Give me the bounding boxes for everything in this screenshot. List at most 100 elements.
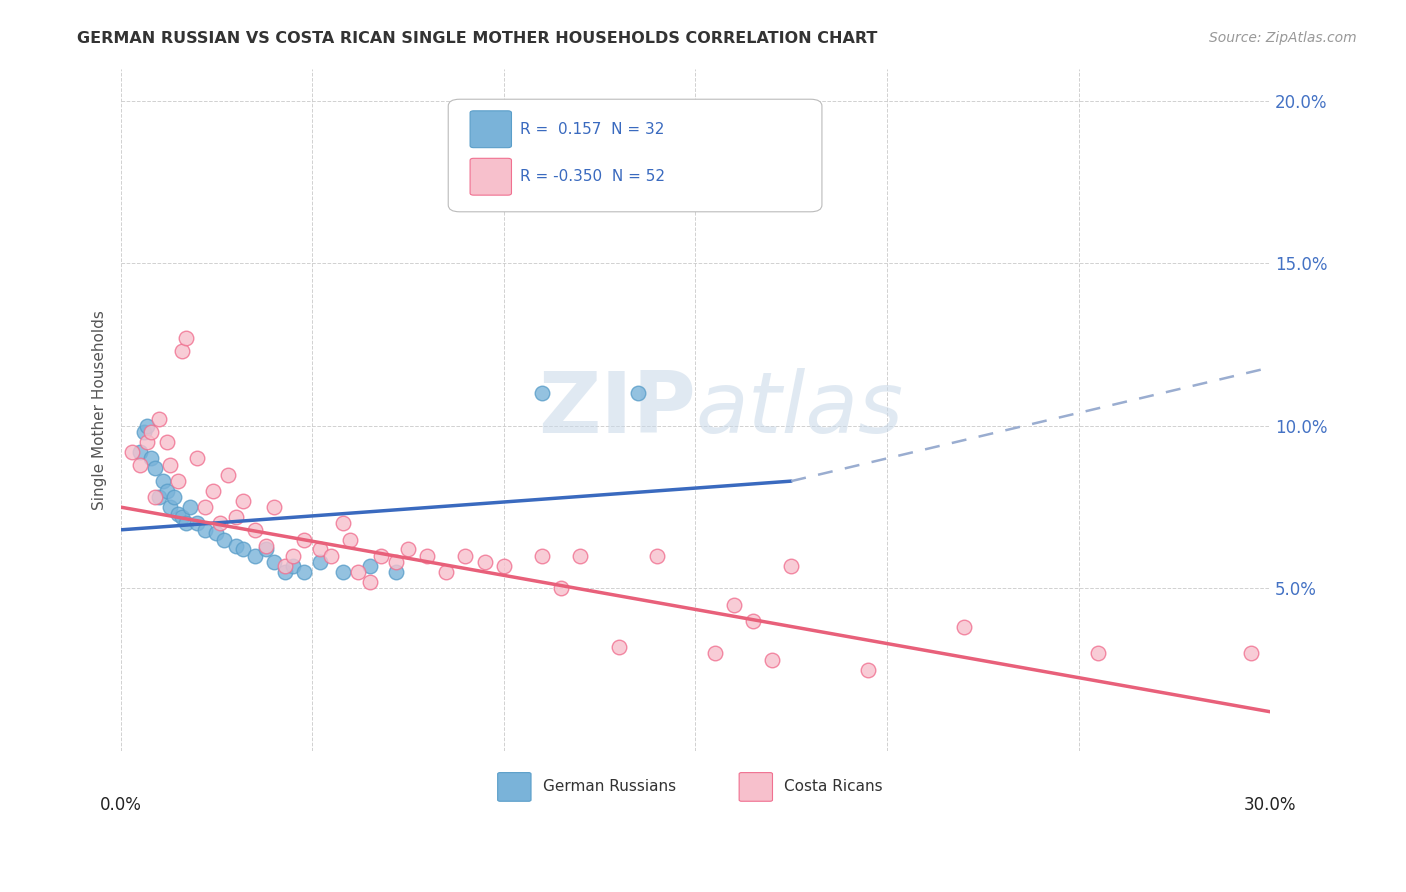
- Point: [128, 458, 150, 472]
- Point: [492, 558, 515, 573]
- Point: [136, 418, 159, 433]
- Point: [148, 491, 170, 505]
- Text: 30.0%: 30.0%: [1244, 797, 1296, 814]
- Point: [243, 523, 266, 537]
- Point: [186, 451, 208, 466]
- Point: [194, 500, 217, 515]
- Point: [232, 493, 254, 508]
- Point: [645, 549, 668, 563]
- Point: [274, 565, 297, 579]
- Point: [434, 565, 457, 579]
- Point: [263, 555, 285, 569]
- Point: [121, 445, 143, 459]
- Point: [128, 445, 150, 459]
- Point: [396, 542, 419, 557]
- Point: [703, 646, 725, 660]
- Point: [263, 500, 285, 515]
- Point: [569, 549, 592, 563]
- Point: [201, 483, 224, 498]
- Point: [359, 558, 381, 573]
- Point: [167, 507, 190, 521]
- FancyBboxPatch shape: [449, 99, 823, 211]
- Point: [1240, 646, 1263, 660]
- Point: [274, 558, 297, 573]
- Point: [136, 435, 159, 450]
- Point: [148, 412, 170, 426]
- Y-axis label: Single Mother Households: Single Mother Households: [93, 310, 107, 509]
- Point: [281, 558, 304, 573]
- Point: [385, 565, 408, 579]
- Point: [385, 555, 408, 569]
- Point: [780, 558, 803, 573]
- Point: [143, 461, 166, 475]
- Text: 0.0%: 0.0%: [100, 797, 142, 814]
- Point: [332, 565, 354, 579]
- Point: [294, 533, 316, 547]
- Point: [308, 555, 330, 569]
- Point: [723, 598, 745, 612]
- Point: [254, 542, 277, 557]
- Point: [217, 467, 239, 482]
- Point: [163, 491, 186, 505]
- Point: [170, 509, 193, 524]
- Point: [212, 533, 235, 547]
- Point: [225, 539, 247, 553]
- Point: [141, 451, 163, 466]
- Point: [474, 555, 496, 569]
- Point: [155, 435, 177, 450]
- Point: [159, 458, 181, 472]
- Point: [416, 549, 439, 563]
- Text: R = -0.350  N = 52: R = -0.350 N = 52: [520, 169, 665, 185]
- Text: German Russians: German Russians: [543, 780, 676, 795]
- Point: [167, 474, 190, 488]
- Point: [243, 549, 266, 563]
- Point: [141, 425, 163, 440]
- Point: [347, 565, 370, 579]
- Point: [627, 386, 650, 401]
- Text: atlas: atlas: [696, 368, 904, 451]
- FancyBboxPatch shape: [470, 111, 512, 148]
- FancyBboxPatch shape: [470, 158, 512, 195]
- Point: [856, 663, 879, 677]
- Text: Source: ZipAtlas.com: Source: ZipAtlas.com: [1209, 31, 1357, 45]
- Point: [454, 549, 477, 563]
- FancyBboxPatch shape: [740, 772, 772, 801]
- Point: [742, 614, 765, 628]
- Point: [321, 549, 343, 563]
- Point: [194, 523, 217, 537]
- Point: [232, 542, 254, 557]
- Point: [1087, 646, 1109, 660]
- Point: [339, 533, 361, 547]
- Point: [550, 582, 572, 596]
- Point: [370, 549, 392, 563]
- Point: [174, 516, 197, 531]
- Point: [132, 425, 155, 440]
- Point: [155, 483, 177, 498]
- Point: [225, 509, 247, 524]
- Point: [143, 491, 166, 505]
- Text: ZIP: ZIP: [537, 368, 696, 451]
- Point: [359, 574, 381, 589]
- Point: [531, 386, 554, 401]
- Point: [159, 500, 181, 515]
- Point: [174, 331, 197, 345]
- Text: GERMAN RUSSIAN VS COSTA RICAN SINGLE MOTHER HOUSEHOLDS CORRELATION CHART: GERMAN RUSSIAN VS COSTA RICAN SINGLE MOT…: [77, 31, 877, 46]
- Point: [186, 516, 208, 531]
- Point: [170, 344, 193, 359]
- Point: [179, 500, 201, 515]
- Text: R =  0.157  N = 32: R = 0.157 N = 32: [520, 121, 664, 136]
- Point: [332, 516, 354, 531]
- Point: [308, 542, 330, 557]
- Point: [294, 565, 316, 579]
- Point: [152, 474, 174, 488]
- Text: Costa Ricans: Costa Ricans: [785, 780, 883, 795]
- Point: [254, 539, 277, 553]
- Point: [952, 620, 974, 634]
- Point: [205, 526, 228, 541]
- Point: [761, 653, 783, 667]
- Point: [607, 640, 630, 654]
- Point: [531, 549, 554, 563]
- Point: [281, 549, 304, 563]
- Point: [209, 516, 232, 531]
- FancyBboxPatch shape: [498, 772, 531, 801]
